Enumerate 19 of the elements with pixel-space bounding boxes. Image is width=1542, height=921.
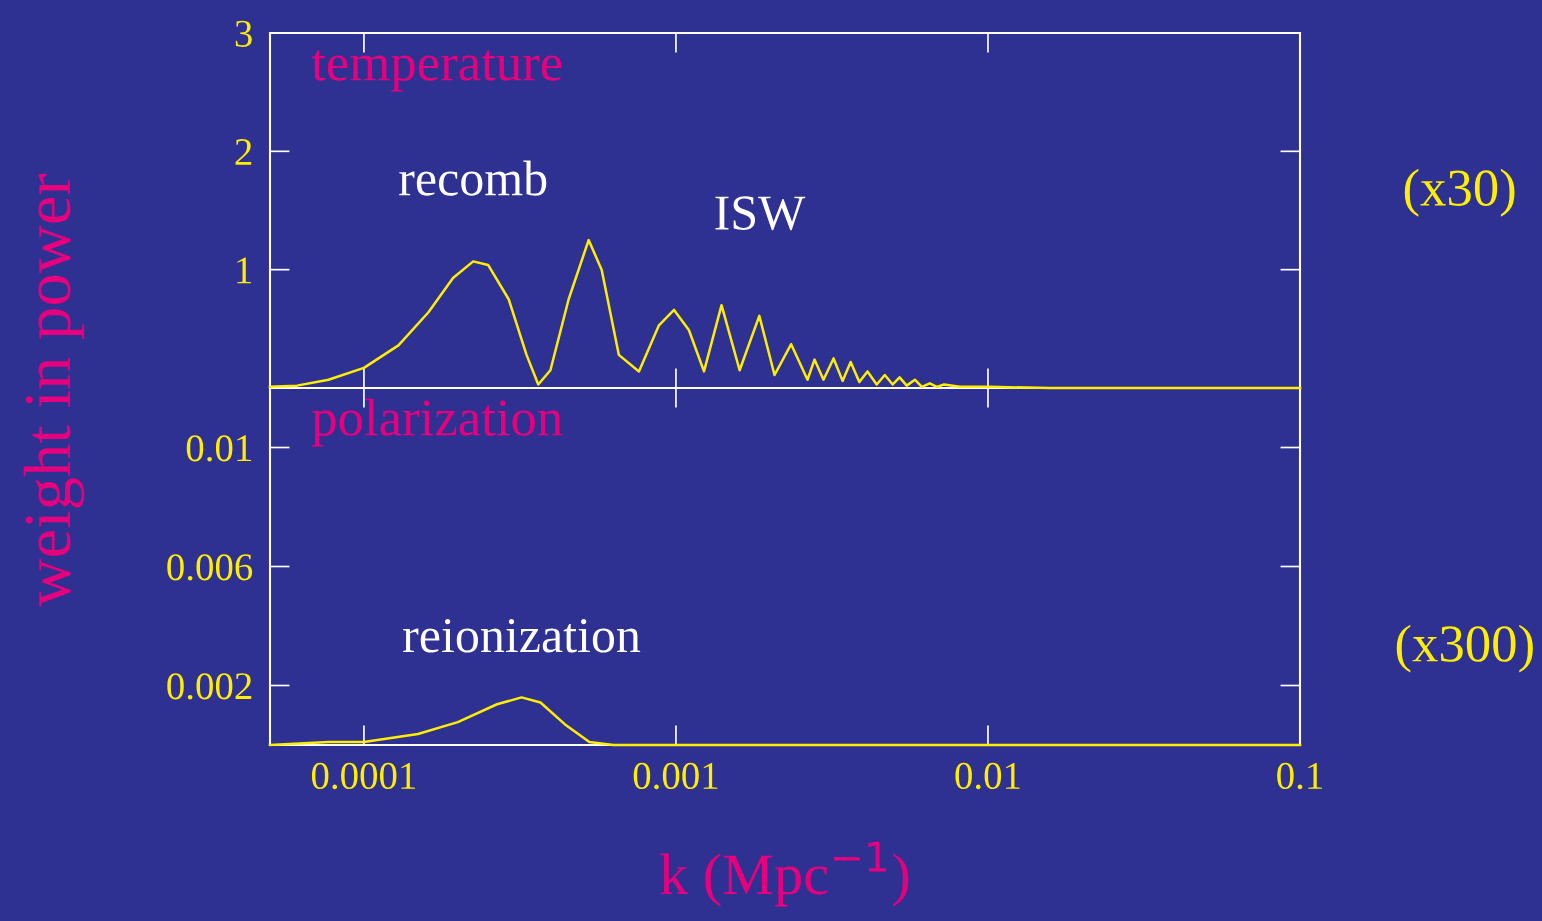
y-tick-label: 2 (235, 139, 252, 165)
y-tick-label: 0.01 (186, 435, 251, 462)
y-axis-title: weight in power (23, 173, 85, 607)
x-axis-title: k (Mpc$^{−1}$) (660, 841, 909, 907)
text: (x30) (1404, 168, 1515, 217)
y-tick-label: 0.006 (167, 554, 253, 581)
y-tick-label: 3 (235, 20, 252, 47)
x-tick-label: 0.001 (633, 762, 718, 790)
chart-title: temperature (311, 50, 562, 92)
annotation: recomb (399, 160, 547, 196)
y-tick-label: 0.002 (167, 673, 252, 700)
annotation: ISW (715, 196, 806, 231)
x-tick-label: 0.1 (1277, 762, 1322, 790)
y-tick-label: 1 (237, 257, 251, 284)
annotation: reionization (403, 618, 641, 653)
x-tick-label: 0.0001 (311, 762, 416, 790)
x-tick-label: 0.01 (955, 762, 1020, 790)
text: (x300) (1396, 624, 1533, 673)
chart-title: polarization (312, 398, 563, 447)
